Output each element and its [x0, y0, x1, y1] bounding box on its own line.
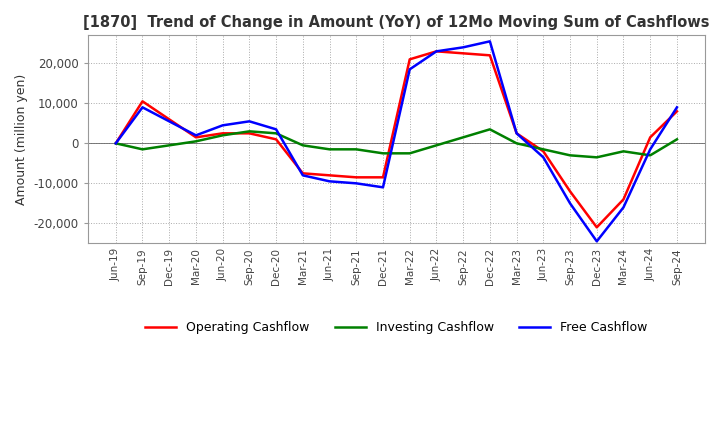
Investing Cashflow [299, 143, 307, 148]
Investing Cashflow [271, 131, 280, 136]
Operating Cashflow [271, 137, 280, 142]
Operating Cashflow [646, 135, 654, 140]
Operating Cashflow [485, 53, 494, 58]
Investing Cashflow [672, 137, 681, 142]
Operating Cashflow [218, 131, 227, 136]
Investing Cashflow [405, 150, 414, 156]
Free Cashflow [539, 155, 548, 160]
Investing Cashflow [513, 141, 521, 146]
Free Cashflow [566, 201, 575, 206]
Operating Cashflow [165, 117, 174, 122]
Free Cashflow [459, 45, 467, 50]
Title: [1870]  Trend of Change in Amount (YoY) of 12Mo Moving Sum of Cashflows: [1870] Trend of Change in Amount (YoY) o… [83, 15, 710, 30]
Free Cashflow [245, 119, 253, 124]
Investing Cashflow [619, 149, 628, 154]
Line: Free Cashflow: Free Cashflow [116, 41, 677, 241]
Operating Cashflow [459, 51, 467, 56]
Free Cashflow [271, 127, 280, 132]
Investing Cashflow [379, 150, 387, 156]
Investing Cashflow [539, 147, 548, 152]
Operating Cashflow [138, 99, 147, 104]
Free Cashflow [432, 49, 441, 54]
Operating Cashflow [192, 135, 200, 140]
Operating Cashflow [566, 189, 575, 194]
Free Cashflow [379, 185, 387, 190]
Free Cashflow [405, 67, 414, 72]
Line: Investing Cashflow: Investing Cashflow [116, 129, 677, 158]
Free Cashflow [325, 179, 334, 184]
Free Cashflow [299, 172, 307, 178]
Investing Cashflow [566, 153, 575, 158]
Operating Cashflow [379, 175, 387, 180]
Free Cashflow [646, 147, 654, 152]
Legend: Operating Cashflow, Investing Cashflow, Free Cashflow: Operating Cashflow, Investing Cashflow, … [140, 316, 652, 339]
Investing Cashflow [245, 128, 253, 134]
Operating Cashflow [672, 109, 681, 114]
Operating Cashflow [112, 141, 120, 146]
Operating Cashflow [432, 49, 441, 54]
Operating Cashflow [245, 131, 253, 136]
Operating Cashflow [619, 197, 628, 202]
Investing Cashflow [459, 135, 467, 140]
Investing Cashflow [165, 143, 174, 148]
Free Cashflow [619, 205, 628, 210]
Investing Cashflow [112, 141, 120, 146]
Operating Cashflow [513, 131, 521, 136]
Line: Operating Cashflow: Operating Cashflow [116, 51, 677, 227]
Operating Cashflow [405, 57, 414, 62]
Operating Cashflow [299, 171, 307, 176]
Free Cashflow [593, 238, 601, 244]
Free Cashflow [218, 123, 227, 128]
Y-axis label: Amount (million yen): Amount (million yen) [15, 74, 28, 205]
Free Cashflow [138, 105, 147, 110]
Investing Cashflow [138, 147, 147, 152]
Operating Cashflow [593, 225, 601, 230]
Free Cashflow [672, 105, 681, 110]
Operating Cashflow [539, 149, 548, 154]
Investing Cashflow [352, 147, 361, 152]
Investing Cashflow [218, 133, 227, 138]
Investing Cashflow [593, 155, 601, 160]
Investing Cashflow [646, 153, 654, 158]
Free Cashflow [112, 141, 120, 146]
Free Cashflow [485, 39, 494, 44]
Investing Cashflow [432, 143, 441, 148]
Investing Cashflow [325, 147, 334, 152]
Free Cashflow [352, 181, 361, 186]
Free Cashflow [165, 119, 174, 124]
Investing Cashflow [192, 139, 200, 144]
Free Cashflow [513, 131, 521, 136]
Free Cashflow [192, 133, 200, 138]
Investing Cashflow [485, 127, 494, 132]
Operating Cashflow [352, 175, 361, 180]
Operating Cashflow [325, 172, 334, 178]
